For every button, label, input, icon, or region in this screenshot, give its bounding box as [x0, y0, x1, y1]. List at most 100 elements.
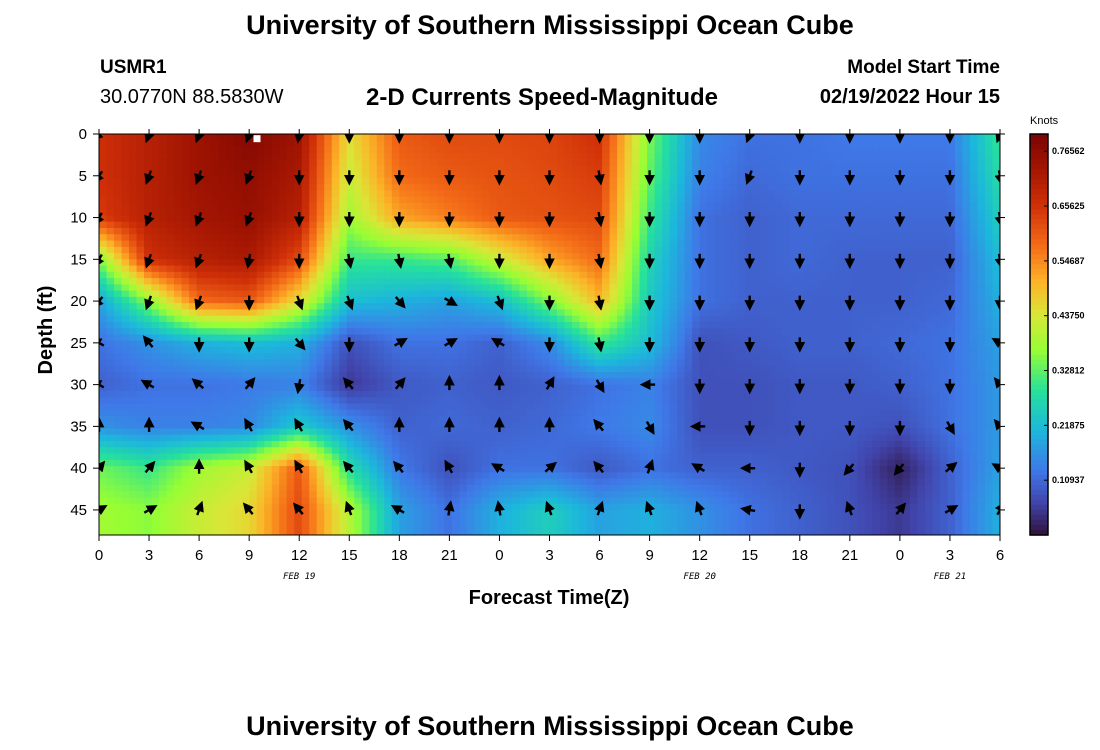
heatmap-cell	[414, 265, 423, 273]
heatmap-cell	[316, 353, 325, 361]
heatmap-cell	[662, 227, 671, 235]
heatmap-cell	[504, 134, 513, 141]
heatmap-cell	[511, 422, 521, 430]
heatmap-cell	[466, 215, 476, 223]
heatmap-cell	[654, 165, 663, 173]
heatmap-cell	[587, 321, 596, 329]
heatmap-cell	[639, 447, 648, 455]
heatmap-cell	[496, 146, 506, 154]
heatmap-cell	[572, 253, 581, 260]
heatmap-cell	[354, 441, 363, 448]
heatmap-cell	[602, 177, 611, 185]
heatmap-cell	[511, 478, 521, 486]
heatmap-cell	[399, 491, 408, 499]
heatmap-cell	[106, 522, 115, 530]
heatmap-cell	[526, 503, 536, 511]
heatmap-cell	[324, 347, 333, 354]
heatmap-cell	[549, 441, 558, 448]
heatmap-cell	[211, 403, 220, 411]
heatmap-cell	[496, 453, 506, 461]
heatmap-cell	[121, 234, 130, 242]
heatmap-cell	[654, 171, 663, 179]
heatmap-cell	[144, 409, 153, 417]
heatmap-cell	[324, 509, 333, 517]
heatmap-cell	[151, 290, 160, 298]
heatmap-cell	[534, 171, 543, 179]
heatmap-cell	[181, 528, 190, 535]
heatmap-cell	[496, 497, 506, 505]
heatmap-cell	[489, 384, 498, 392]
heatmap-cell	[602, 447, 611, 455]
heatmap-cell	[339, 221, 348, 229]
heatmap-cell	[677, 466, 686, 473]
heatmap-cell	[564, 378, 573, 386]
heatmap-cell	[391, 265, 400, 273]
heatmap-cell	[677, 516, 686, 524]
heatmap-cell	[549, 171, 558, 179]
heatmap-cell	[481, 347, 491, 354]
heatmap-cell	[181, 278, 190, 285]
heatmap-cell	[354, 165, 363, 173]
heatmap-cell	[444, 453, 453, 461]
heatmap-cell	[376, 378, 385, 386]
heatmap-cell	[219, 278, 228, 285]
heatmap-cell	[369, 503, 378, 511]
heatmap-cell	[166, 271, 175, 279]
heatmap-cell	[624, 246, 633, 254]
heatmap-cell	[594, 265, 603, 273]
heatmap-cell	[324, 378, 333, 386]
heatmap-cell	[324, 484, 333, 492]
heatmap-cell	[474, 227, 483, 235]
heatmap-cell	[339, 196, 348, 204]
heatmap-cell	[114, 140, 123, 148]
heatmap-cell	[451, 146, 460, 154]
heatmap-cell	[466, 340, 476, 348]
heatmap-cell	[624, 516, 633, 524]
heatmap-cell	[159, 334, 168, 342]
heatmap-cell	[587, 284, 596, 292]
heatmap-cell	[249, 309, 258, 317]
heatmap-cell	[204, 434, 213, 442]
heatmap-cell	[534, 390, 543, 398]
heatmap-cell	[511, 215, 521, 223]
heatmap-cell	[459, 190, 468, 198]
heatmap-cell	[144, 253, 153, 260]
heatmap-cell	[511, 253, 521, 260]
heatmap-cell	[677, 334, 686, 342]
heatmap-cell	[609, 384, 618, 392]
heatmap-cell	[331, 340, 340, 348]
heatmap-cell	[602, 234, 611, 242]
heatmap-cell	[647, 328, 656, 336]
heatmap-cell	[444, 240, 453, 248]
heatmap-cell	[654, 265, 663, 273]
heatmap-cell	[669, 177, 678, 185]
heatmap-cell	[444, 365, 453, 373]
heatmap-cell	[121, 303, 130, 311]
heatmap-cell	[654, 466, 663, 473]
heatmap-cell	[481, 359, 491, 367]
heatmap-cell	[271, 290, 280, 298]
heatmap-cell	[572, 190, 581, 198]
heatmap-cell	[114, 390, 123, 398]
heatmap-cell	[421, 196, 430, 204]
heatmap-cell	[677, 202, 686, 210]
heatmap-cell	[451, 347, 460, 354]
heatmap-cell	[241, 484, 250, 492]
heatmap-cell	[624, 441, 633, 448]
heatmap-cell	[564, 334, 573, 342]
heatmap-cell	[129, 415, 138, 423]
heatmap-cell	[624, 259, 633, 267]
heatmap-cell	[399, 146, 408, 154]
heatmap-cell	[219, 171, 228, 179]
heatmap-cell	[271, 246, 280, 254]
heatmap-cell	[564, 303, 573, 311]
heatmap-cell	[489, 146, 498, 154]
heatmap-cell	[639, 196, 648, 204]
heatmap-cell	[579, 447, 588, 455]
heatmap-cell	[279, 509, 288, 517]
heatmap-cell	[662, 315, 671, 323]
heatmap-cell	[617, 522, 626, 530]
heatmap-cell	[339, 284, 348, 292]
heatmap-cell	[249, 503, 258, 511]
heatmap-cell	[669, 459, 678, 467]
